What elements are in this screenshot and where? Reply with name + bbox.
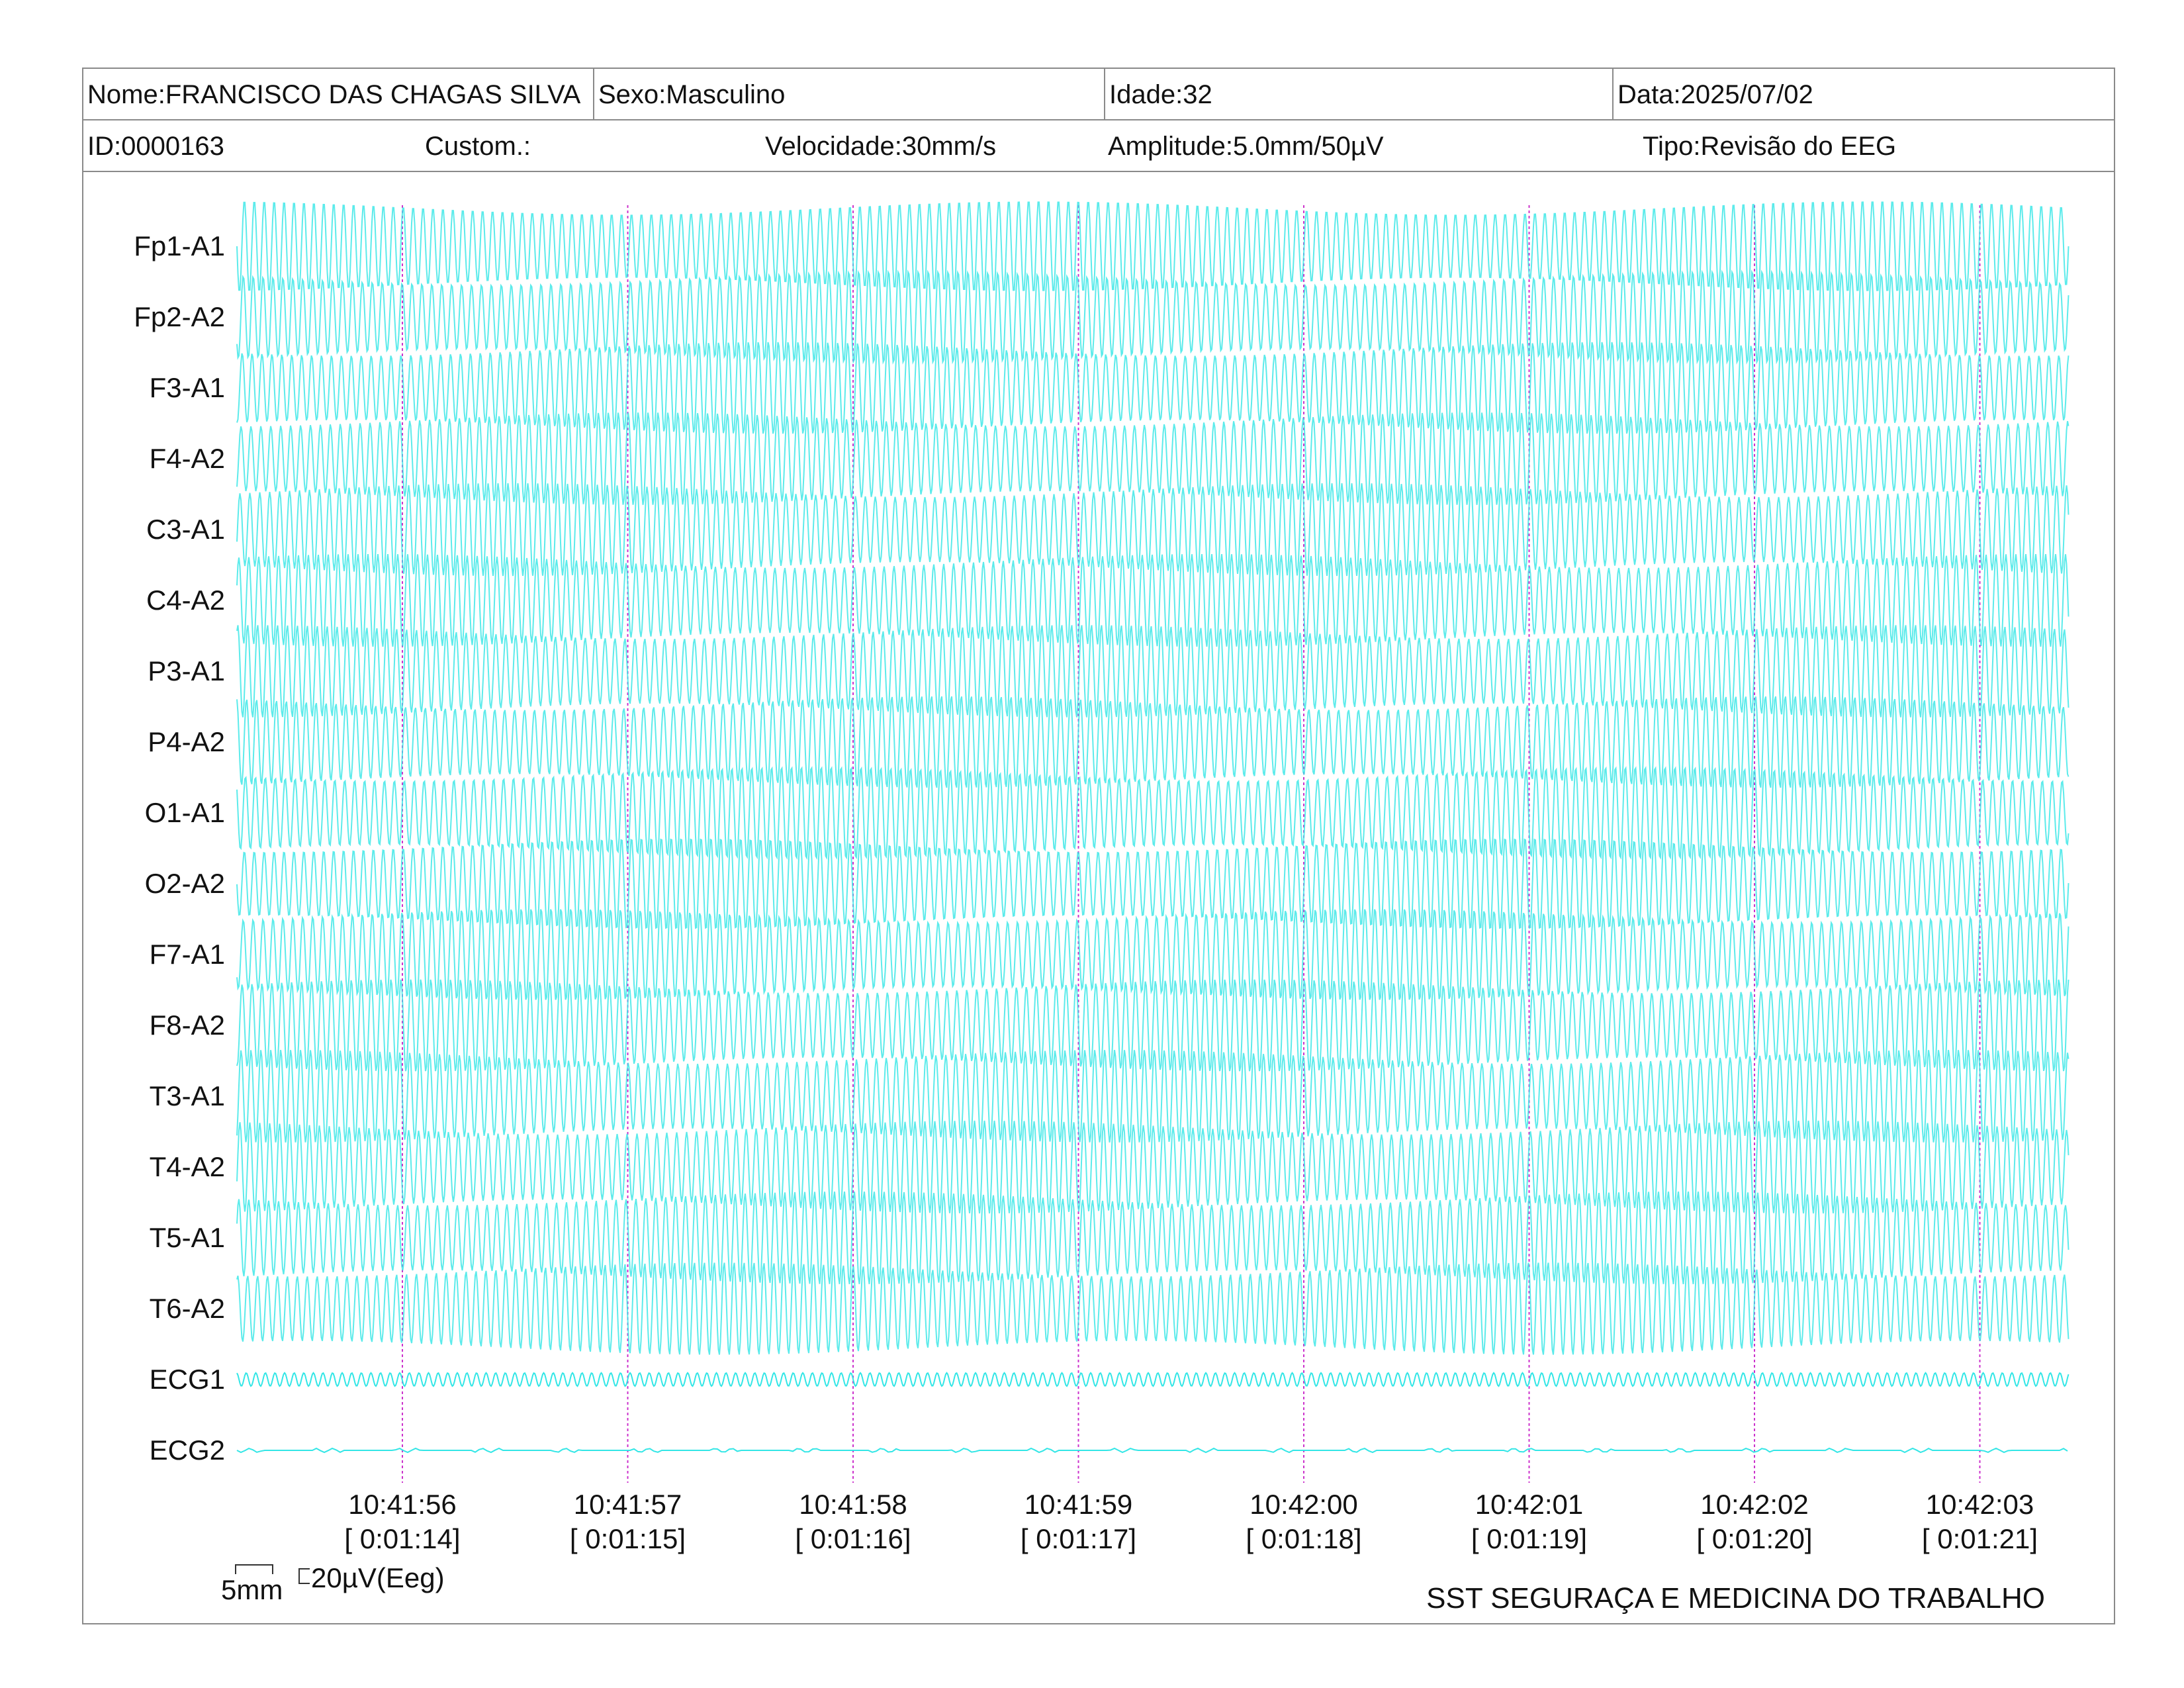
- amplitude-setting: Amplitude:5.0mm/50µV: [1108, 132, 1384, 161]
- channel-label: T3-A1: [149, 1080, 225, 1111]
- time-marker-clock: 10:41:59: [1024, 1489, 1133, 1520]
- patient-sex: Sexo:Masculino: [593, 69, 1104, 119]
- time-marker-elapsed: [ 0:01:21]: [1921, 1523, 2038, 1554]
- channel-label: F4-A2: [149, 443, 225, 474]
- patient-name: Nome:FRANCISCO DAS CHAGAS SILVA: [87, 80, 581, 109]
- channel-trace: [236, 553, 2070, 647]
- patient-age: Idade:32: [1104, 69, 1612, 119]
- channel-label: T5-A1: [149, 1222, 225, 1253]
- time-marker-clock: 10:41:57: [573, 1489, 682, 1520]
- report-frame: Nome:FRANCISCO DAS CHAGAS SILVA Sexo:Mas…: [82, 68, 2115, 1624]
- header-row-1: Nome:FRANCISCO DAS CHAGAS SILVA Sexo:Mas…: [83, 69, 2114, 120]
- channel-trace: [236, 979, 2070, 1072]
- channel-label: ECG1: [149, 1364, 225, 1395]
- time-marker-clock: 10:41:58: [799, 1489, 907, 1520]
- channel-trace: [236, 201, 2070, 291]
- amplitude-scale-bar: [298, 1568, 310, 1584]
- time-marker-clock: 10:42:03: [1925, 1489, 2034, 1520]
- channel-label: T4-A2: [149, 1151, 225, 1182]
- channel-trace: [236, 1120, 2070, 1214]
- channel-trace: [236, 1447, 2068, 1454]
- channel-label: T6-A2: [149, 1293, 225, 1324]
- time-marker-elapsed: [ 0:01:19]: [1471, 1523, 1588, 1554]
- channel-label: P3-A1: [148, 655, 225, 686]
- speed-setting: Velocidade:30mm/s: [765, 132, 997, 161]
- time-scale-label: 5mm: [221, 1574, 283, 1605]
- channel-trace: [236, 1050, 2070, 1143]
- channel-label: C4-A2: [146, 585, 225, 616]
- channel-trace: [236, 625, 2070, 718]
- channel-label: O1-A1: [144, 797, 225, 828]
- channel-trace: [236, 838, 2070, 929]
- time-marker-elapsed: [ 0:01:14]: [344, 1523, 461, 1554]
- time-marker-clock: 10:42:01: [1475, 1489, 1584, 1520]
- channel-trace: [236, 1191, 2070, 1285]
- time-marker-clock: 10:42:00: [1250, 1489, 1358, 1520]
- channel-label: Fp1-A1: [134, 230, 225, 261]
- time-marker-clock: 10:41:56: [348, 1489, 457, 1520]
- channel-trace: [236, 909, 2070, 1000]
- channel-label: C3-A1: [146, 514, 225, 545]
- channel-trace: [236, 1262, 2070, 1355]
- record-type: Tipo:Revisão do EEG: [1643, 132, 1897, 161]
- time-marker-elapsed: [ 0:01:18]: [1246, 1523, 1362, 1554]
- amplitude-scale-label: 20µV(Eeg): [311, 1562, 445, 1593]
- header-row-2: ID:0000163 Custom.: Velocidade:30mm/s Am…: [83, 120, 2114, 172]
- time-marker-clock: 10:42:02: [1700, 1489, 1809, 1520]
- channel-label: F7-A1: [149, 939, 225, 970]
- channel-trace: [236, 696, 2070, 788]
- channel-label: F8-A2: [149, 1009, 225, 1041]
- channel-trace: [236, 269, 2070, 365]
- record-date: Data:2025/07/02: [1612, 69, 2115, 119]
- channel-trace: [236, 412, 2070, 505]
- patient-id: ID:0000163: [87, 132, 224, 161]
- channel-label: ECG2: [149, 1434, 225, 1466]
- channel-label: F3-A1: [149, 372, 225, 403]
- channel-label: Fp2-A2: [134, 301, 225, 332]
- channel-trace: [236, 1372, 2070, 1387]
- time-scale-bar: [235, 1564, 273, 1574]
- channel-label: O2-A2: [144, 868, 225, 899]
- channel-label: P4-A2: [148, 726, 225, 757]
- channel-trace: [236, 766, 2070, 860]
- channel-trace: [236, 342, 2070, 434]
- time-marker-elapsed: [ 0:01:15]: [569, 1523, 686, 1554]
- channel-trace: [236, 483, 2070, 577]
- time-marker-elapsed: [ 0:01:20]: [1696, 1523, 1813, 1554]
- custom-field: Custom.:: [425, 132, 531, 161]
- time-marker-elapsed: [ 0:01:16]: [795, 1523, 911, 1554]
- time-marker-elapsed: [ 0:01:17]: [1020, 1523, 1137, 1554]
- footer-company: SST SEGURAÇA E MEDICINA DO TRABALHO: [1426, 1582, 2045, 1615]
